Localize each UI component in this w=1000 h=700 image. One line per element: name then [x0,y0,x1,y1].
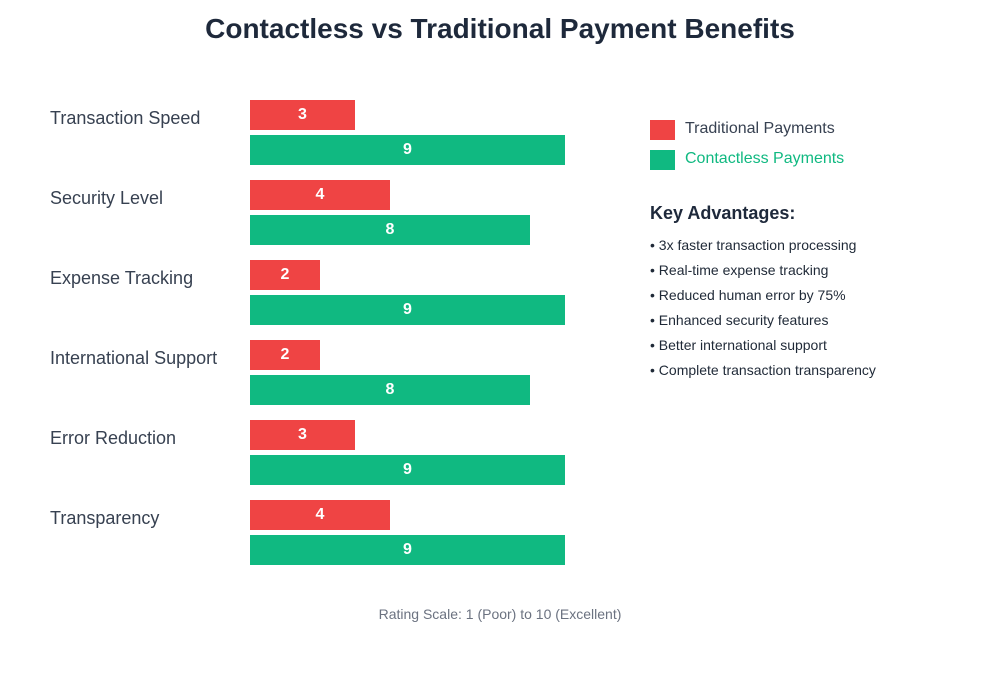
bar-traditional: 4 [250,500,390,530]
legend-label-contactless: Contactless Payments [685,150,845,167]
bar-traditional: 3 [250,420,355,450]
advantage-item: • Reduced human error by 75% [650,287,846,303]
bar-traditional: 2 [250,340,320,370]
advantage-item: • Better international support [650,337,827,353]
category-label: Transparency [50,508,160,528]
advantage-item: • Complete transaction transparency [650,362,876,378]
bar-contactless: 8 [250,215,530,245]
category-label: Error Reduction [50,428,177,448]
advantage-item: • Enhanced security features [650,312,829,328]
chart-title: Contactless vs Traditional Payment Benef… [205,13,795,44]
bar-contactless: 9 [250,535,565,565]
bar-traditional: 4 [250,180,390,210]
legend-label-traditional: Traditional Payments [685,120,835,137]
bar-contactless: 8 [250,375,530,405]
bar-contactless: 9 [250,295,565,325]
advantage-item: • 3x faster transaction processing [650,237,857,253]
bar-traditional: 2 [250,260,320,290]
category-label: Transaction Speed [50,108,201,128]
legend-swatch-contactless [650,150,675,170]
legend-swatch-traditional [650,120,675,140]
key-advantages-title: Key Advantages: [650,203,796,223]
advantage-item: • Real-time expense tracking [650,262,829,278]
bar-contactless: 9 [250,135,565,165]
bar-contactless: 9 [250,455,565,485]
bar-traditional: 3 [250,100,355,130]
category-label: Security Level [50,188,164,208]
category-label: International Support [50,348,218,368]
rating-scale-note: Rating Scale: 1 (Poor) to 10 (Excellent) [378,606,622,622]
category-label: Expense Tracking [50,268,194,288]
